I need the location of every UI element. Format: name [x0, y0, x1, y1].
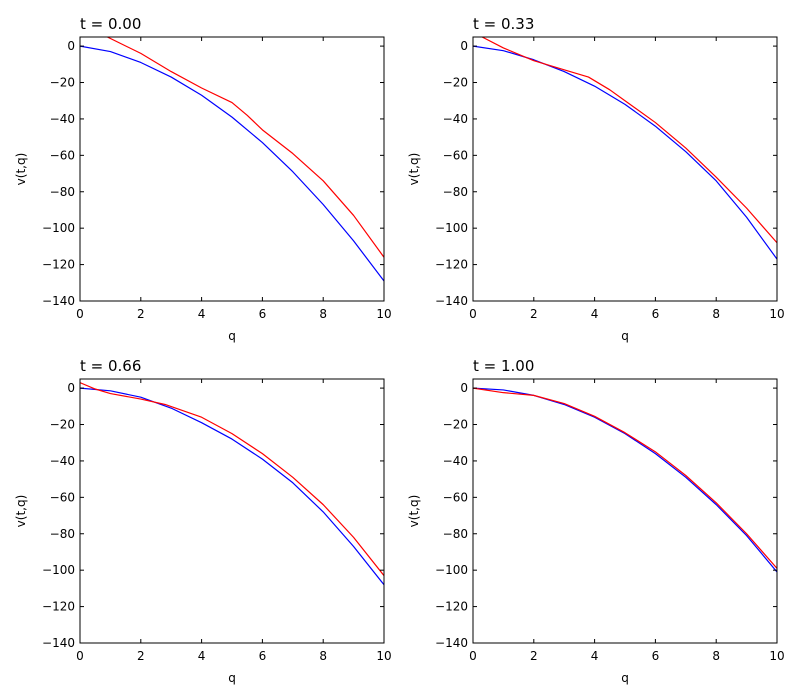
- y-tick-label: −20: [443, 418, 468, 432]
- x-tick-label: 0: [469, 649, 477, 663]
- x-tick-label: 2: [137, 307, 145, 321]
- y-tick-label: −40: [50, 454, 75, 468]
- series-line-2: [107, 37, 384, 258]
- y-tick-label: −120: [435, 600, 468, 614]
- x-tick-label: 8: [319, 307, 327, 321]
- y-tick-label: −60: [443, 490, 468, 504]
- x-axis-label: q: [228, 671, 236, 685]
- x-tick-label: 6: [259, 649, 267, 663]
- y-tick-label: −120: [42, 600, 75, 614]
- series-line-1: [80, 387, 384, 586]
- x-tick-label: 10: [769, 307, 784, 321]
- y-tick-label: −80: [50, 185, 75, 199]
- y-tick-label: −120: [435, 258, 468, 272]
- chart-title: t = 0.00: [80, 15, 141, 33]
- x-tick-label: 6: [652, 649, 660, 663]
- y-tick-label: −40: [50, 112, 75, 126]
- y-tick-label: −40: [443, 112, 468, 126]
- chart-title: t = 0.33: [473, 15, 534, 33]
- x-tick-label: 0: [469, 307, 477, 321]
- x-tick-label: 10: [376, 649, 391, 663]
- x-tick-label: 0: [76, 649, 84, 663]
- x-tick-label: 2: [137, 649, 145, 663]
- y-tick-label: −80: [50, 527, 75, 541]
- chart-title: t = 1.00: [473, 357, 534, 375]
- chart-title: t = 0.66: [80, 357, 141, 375]
- y-tick-label: −140: [42, 636, 75, 650]
- y-tick-label: −20: [443, 76, 468, 90]
- x-tick-label: 4: [591, 649, 599, 663]
- series-line-2: [80, 382, 384, 577]
- series-line-1: [473, 387, 777, 573]
- x-axis-label: q: [621, 329, 629, 343]
- y-tick-label: 0: [67, 381, 75, 395]
- x-tick-label: 10: [769, 649, 784, 663]
- plot-frame: [79, 36, 385, 302]
- y-axis-label: v(t,q): [14, 495, 28, 528]
- y-axis-label: v(t,q): [407, 153, 421, 186]
- x-tick-label: 6: [652, 307, 660, 321]
- y-tick-label: −140: [435, 294, 468, 308]
- x-tick-label: 2: [530, 307, 538, 321]
- x-tick-label: 8: [319, 649, 327, 663]
- y-tick-label: −140: [435, 636, 468, 650]
- x-tick-label: 8: [712, 649, 720, 663]
- y-tick-label: −100: [435, 563, 468, 577]
- y-tick-label: −40: [443, 454, 468, 468]
- x-tick-label: 4: [198, 649, 206, 663]
- x-tick-label: 10: [376, 307, 391, 321]
- series-line-1: [473, 45, 777, 260]
- x-tick-label: 2: [530, 649, 538, 663]
- x-tick-label: 4: [198, 307, 206, 321]
- chart-panel-3: 0 2 4 6 8 10 0 −20 −40 −60 −80 −100 −120 −140 t = 0.66…: [14, 357, 392, 685]
- y-tick-label: −120: [42, 258, 75, 272]
- chart-panel-4: 0 2 4 6 8 10 0 −20 −40 −60 −80 −100 −120 −140 t = 1.00…: [407, 357, 785, 685]
- chart-panel-2: 0 2 4 6 8 10 0 −20 −40 −60 −80 −100 −120 −140 t = 0.33…: [407, 15, 785, 343]
- chart-panel-1: 0 2 4 6 8 10 0 −20 −40 −60 −80 −100 −120 −140 t = 0.00…: [14, 15, 392, 343]
- y-tick-label: −20: [50, 418, 75, 432]
- x-tick-label: 8: [712, 307, 720, 321]
- y-tick-label: 0: [460, 39, 468, 53]
- y-tick-label: −100: [42, 221, 75, 235]
- y-tick-label: −60: [50, 148, 75, 162]
- y-tick-label: −60: [443, 148, 468, 162]
- y-tick-label: −140: [42, 294, 75, 308]
- x-tick-label: 0: [76, 307, 84, 321]
- series-line-1: [80, 45, 384, 282]
- y-tick-label: −100: [435, 221, 468, 235]
- plot-frame: [472, 378, 778, 644]
- y-tick-label: −80: [443, 527, 468, 541]
- plot-frame: [472, 36, 778, 302]
- series-line-2: [481, 37, 777, 244]
- y-axis-label: v(t,q): [14, 153, 28, 186]
- series-line-2: [473, 387, 777, 569]
- x-tick-label: 6: [259, 307, 267, 321]
- plot-frame: [79, 378, 385, 644]
- y-axis-label: v(t,q): [407, 495, 421, 528]
- x-axis-label: q: [621, 671, 629, 685]
- y-tick-label: −100: [42, 563, 75, 577]
- y-tick-label: −60: [50, 490, 75, 504]
- y-tick-label: −80: [443, 185, 468, 199]
- x-tick-label: 4: [591, 307, 599, 321]
- y-tick-label: 0: [460, 381, 468, 395]
- x-axis-label: q: [228, 329, 236, 343]
- y-tick-label: −20: [50, 76, 75, 90]
- y-tick-label: 0: [67, 39, 75, 53]
